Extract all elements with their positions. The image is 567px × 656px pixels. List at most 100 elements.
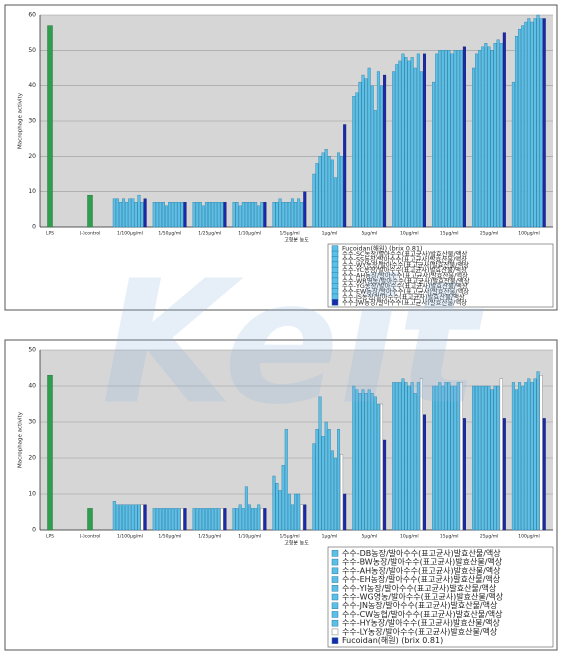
bar	[318, 396, 322, 531]
bar	[502, 418, 506, 531]
bar	[281, 465, 285, 531]
bar	[383, 439, 387, 531]
bar	[340, 454, 344, 531]
bar	[235, 202, 239, 228]
bar	[358, 81, 362, 228]
bar	[217, 508, 221, 531]
bar	[315, 429, 319, 531]
bar	[478, 50, 482, 228]
legend-label: 수수-WR영농/발아수수(표고균사)발효산물/액상	[342, 276, 470, 285]
bar	[514, 36, 518, 228]
bar	[367, 389, 371, 531]
bar	[254, 508, 258, 531]
x-tick-label: 1/10μg/ml	[238, 231, 261, 237]
bar	[358, 393, 362, 531]
bar	[392, 71, 396, 228]
y-tick-label: 0	[32, 527, 36, 534]
bar	[198, 202, 202, 228]
bar	[398, 382, 402, 531]
bar	[413, 393, 417, 531]
bar	[112, 501, 116, 531]
bar	[404, 382, 408, 531]
bar	[524, 382, 528, 531]
bar	[367, 67, 371, 228]
bar	[416, 382, 420, 531]
bar	[232, 202, 236, 228]
x-tick-label: 1/100μg/ml	[117, 534, 143, 540]
x-tick-label: LPS	[46, 534, 54, 540]
bar	[444, 382, 448, 531]
bar	[118, 504, 122, 531]
y-axis-label: Macrophage activity	[18, 92, 24, 149]
bar	[140, 202, 144, 228]
bar	[251, 508, 255, 531]
bar	[118, 202, 122, 228]
bar	[290, 198, 294, 228]
bar	[481, 385, 485, 531]
bar	[496, 39, 500, 228]
bar	[438, 382, 442, 531]
bar	[134, 504, 138, 531]
bar	[361, 74, 365, 228]
bar	[174, 508, 178, 531]
bar	[137, 504, 141, 531]
bar	[217, 202, 221, 228]
bar	[140, 504, 144, 531]
bar	[536, 14, 540, 228]
legend-label: 수수-SS농장/발아수수(표고균사)발효산물/액상	[342, 254, 467, 263]
bar	[435, 53, 439, 228]
bar	[272, 475, 276, 531]
legend-label: 수수-BW농장/발아수수(표고균사)발효산물/액상	[342, 557, 503, 567]
bar	[413, 67, 417, 228]
bar	[195, 508, 199, 531]
bar	[257, 205, 261, 228]
bar	[364, 393, 368, 531]
bar	[453, 385, 457, 531]
bar	[444, 50, 448, 228]
bar	[284, 202, 288, 228]
y-axis-label: Macrophage activity	[18, 411, 24, 468]
bar	[128, 198, 132, 228]
x-tick-label: 1/5μg/ml	[280, 231, 300, 237]
bar	[324, 149, 328, 228]
bar	[204, 202, 208, 228]
bar	[281, 202, 285, 228]
bar	[278, 198, 282, 228]
bar	[232, 508, 236, 531]
bar	[177, 202, 181, 228]
x-tick-label: (-)control	[80, 231, 101, 237]
bar	[499, 43, 503, 228]
y-tick-label: 20	[28, 455, 36, 462]
bar	[373, 110, 377, 228]
legend-marker	[331, 299, 339, 306]
legend-label: 수수-HY농장/발아수수(표고균사)발효산물/액상	[342, 618, 501, 628]
bar	[143, 504, 147, 531]
bar	[530, 382, 534, 531]
bar	[220, 508, 224, 531]
bar	[211, 508, 215, 531]
bar	[376, 71, 380, 228]
bar	[134, 202, 138, 228]
bar	[297, 198, 301, 228]
bar	[379, 85, 384, 228]
y-tick-label: 50	[28, 347, 36, 354]
bar	[204, 508, 208, 531]
legend-marker	[331, 628, 339, 636]
y-tick-label: 50	[28, 47, 36, 54]
x-tick-label: 15μg/ml	[440, 534, 459, 540]
bar	[330, 450, 334, 531]
bar	[337, 152, 341, 228]
bar	[180, 202, 184, 228]
bar	[327, 429, 331, 531]
bar	[251, 202, 255, 228]
bar	[395, 382, 399, 531]
y-tick-label: 0	[32, 224, 36, 231]
x-axis-label: 고형분 농도	[284, 540, 309, 547]
bar	[257, 504, 261, 531]
bar	[343, 493, 347, 531]
y-tick-label: 30	[28, 118, 36, 125]
bar	[462, 418, 466, 531]
bar	[244, 486, 248, 531]
bar	[220, 202, 224, 228]
